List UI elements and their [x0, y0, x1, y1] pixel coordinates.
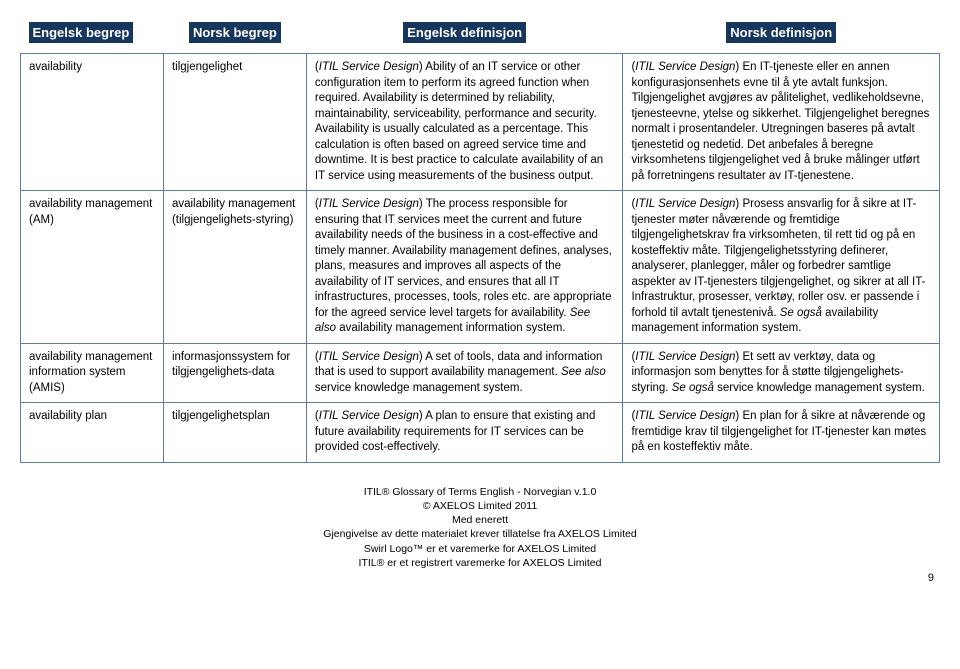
footer-line: Gjengivelse av dette materialet krever t…	[20, 527, 940, 541]
footer-line: ITIL® er et registrert varemerke for AXE…	[20, 556, 940, 570]
page-footer: ITIL® Glossary of Terms English - Norveg…	[20, 485, 940, 570]
cell-no-term: availability management (tilgjengelighet…	[163, 191, 306, 344]
footer-line: © AXELOS Limited 2011	[20, 499, 940, 513]
cell-en-term: availability	[21, 54, 164, 191]
cell-no-term: tilgjengelighetsplan	[163, 403, 306, 463]
cell-en-def: (ITIL Service Design) A set of tools, da…	[306, 343, 623, 403]
table-row: availability management information syst…	[21, 343, 940, 403]
cell-en-def: (ITIL Service Design) A plan to ensure t…	[306, 403, 623, 463]
page-number: 9	[20, 572, 940, 584]
glossary-table: Engelsk begrep Norsk begrep Engelsk defi…	[20, 16, 940, 463]
cell-en-term: availability management (AM)	[21, 191, 164, 344]
cell-no-def: (ITIL Service Design) En IT-tjeneste ell…	[623, 54, 940, 191]
table-row: availability management (AM) availabilit…	[21, 191, 940, 344]
table-row: availability plan tilgjengelighetsplan (…	[21, 403, 940, 463]
cell-no-term: tilgjengelighet	[163, 54, 306, 191]
table-row: availability tilgjengelighet (ITIL Servi…	[21, 54, 940, 191]
cell-no-def: (ITIL Service Design) En plan for å sikr…	[623, 403, 940, 463]
header-en-term: Engelsk begrep	[21, 16, 164, 54]
cell-en-term: availability plan	[21, 403, 164, 463]
header-en-def: Engelsk definisjon	[306, 16, 623, 54]
footer-line: Swirl Logo™ er et varemerke for AXELOS L…	[20, 542, 940, 556]
cell-en-def: (ITIL Service Design) Ability of an IT s…	[306, 54, 623, 191]
cell-no-def: (ITIL Service Design) Et sett av verktøy…	[623, 343, 940, 403]
cell-no-def: (ITIL Service Design) Prosess ansvarlig …	[623, 191, 940, 344]
table-header-row: Engelsk begrep Norsk begrep Engelsk defi…	[21, 16, 940, 54]
cell-en-term: availability management information syst…	[21, 343, 164, 403]
cell-en-def: (ITIL Service Design) The process respon…	[306, 191, 623, 344]
footer-line: ITIL® Glossary of Terms English - Norveg…	[20, 485, 940, 499]
header-no-term: Norsk begrep	[163, 16, 306, 54]
cell-no-term: informasjonssystem for tilgjengelighets-…	[163, 343, 306, 403]
header-no-def: Norsk definisjon	[623, 16, 940, 54]
footer-line: Med enerett	[20, 513, 940, 527]
